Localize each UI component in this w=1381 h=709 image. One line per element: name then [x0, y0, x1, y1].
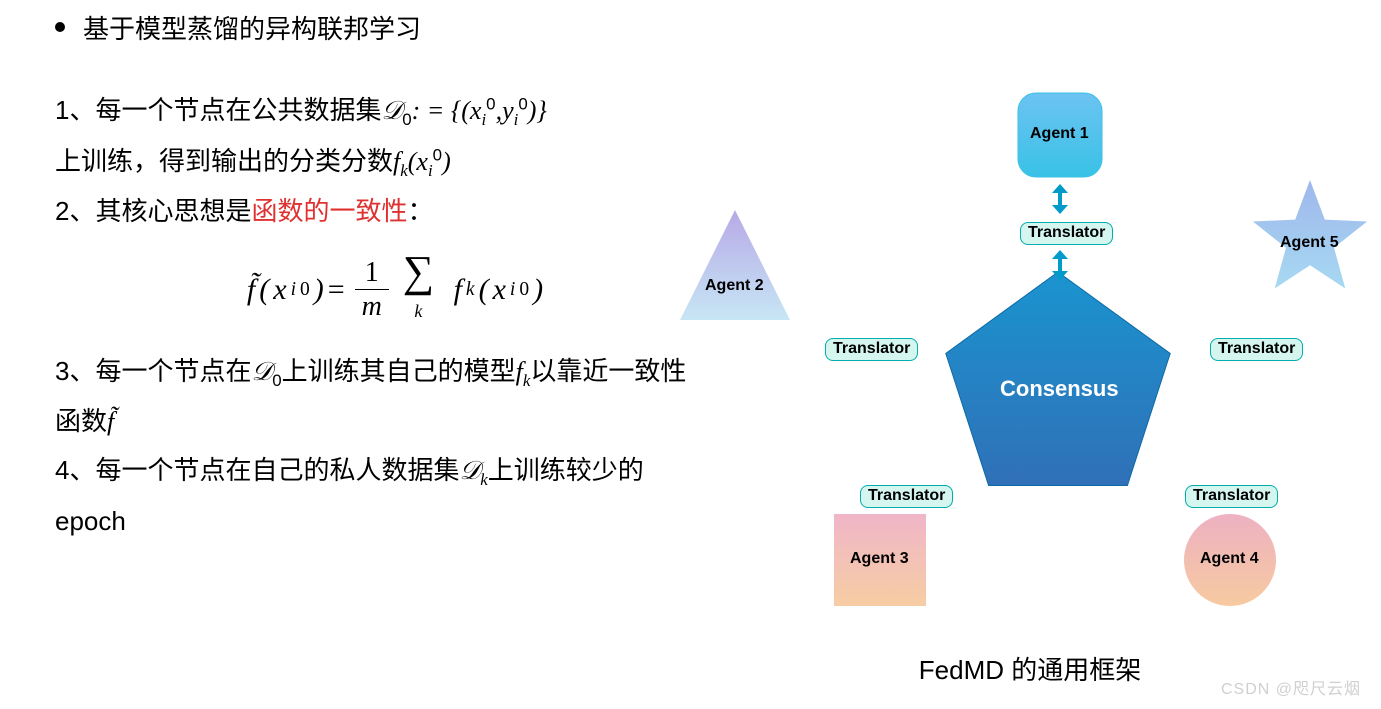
- sym-f2: f: [516, 357, 523, 386]
- sup-0: 0: [486, 95, 495, 114]
- step2-a: 其核心思想是: [95, 196, 251, 226]
- sup-0b: 0: [518, 95, 527, 114]
- sub-0: 0: [402, 111, 411, 130]
- frac-num: 1: [365, 258, 379, 287]
- step1-head: 1、: [55, 95, 95, 125]
- double-arrow-icon-1: [1051, 187, 1069, 211]
- step2-colon: ：: [408, 196, 434, 226]
- sub-i4: i: [291, 271, 296, 308]
- fedmd-diagram: Consensus Agent 1 Agent 2 Agent 3 Agent 4 Age…: [700, 70, 1360, 610]
- sup-0c: 0: [433, 145, 442, 164]
- bullet-row: 基于模型蒸馏的异构联邦学习: [55, 5, 695, 54]
- step4-head: 4、: [55, 455, 95, 485]
- double-arrow-icon-2: [1051, 253, 1069, 277]
- sym-fk: f: [454, 261, 462, 318]
- summation-icon: ∑ k: [403, 250, 434, 328]
- sub-k2: k: [466, 271, 475, 308]
- sym-x4: x: [493, 261, 506, 318]
- sub-k: k: [400, 161, 408, 180]
- sym-x2: x: [416, 147, 428, 176]
- lpar3: (: [479, 261, 489, 318]
- step1-c: 上训练，得到输出的分类分数: [55, 146, 393, 176]
- step2-highlight: 函数的一致性: [251, 196, 407, 226]
- agent-label-5: Agent 5: [1280, 234, 1339, 252]
- paragraph-steps2: 3、每一个节点在𝒟0上训练其自己的模型fk以靠近一致性函数f̃ 4、每一个节点在…: [55, 347, 695, 546]
- sym-D: 𝒟: [381, 96, 402, 125]
- watermark: CSDN @咫尺云烟: [1221, 675, 1361, 699]
- sym-y: y: [502, 96, 514, 125]
- sub-0b: 0: [272, 371, 281, 390]
- step2-head: 2、: [55, 196, 95, 226]
- step3-a: 每一个节点在: [95, 356, 251, 386]
- lpar2: (: [259, 261, 269, 318]
- eq: =: [328, 261, 345, 318]
- text-column: 基于模型蒸馏的异构联邦学习 1、每一个节点在公共数据集𝒟0: = {(xi0,y…: [55, 5, 695, 546]
- agent-shape-2: [677, 207, 793, 323]
- agent-label-1: Agent 1: [1030, 125, 1089, 143]
- agent-label-2: Agent 2: [705, 277, 764, 295]
- translator-box-3: Translator: [1210, 338, 1303, 361]
- agent-label-3: Agent 3: [850, 550, 909, 568]
- diagram-region: Consensus Agent 1 Agent 2 Agent 3 Agent 4 Age…: [700, 70, 1360, 690]
- f-tilde: f̃: [247, 261, 255, 318]
- agent-label-4: Agent 4: [1200, 550, 1259, 568]
- paragraph-steps: 1、每一个节点在公共数据集𝒟0: = {(xi0,yi0)} 上训练，得到输出的…: [55, 86, 695, 236]
- rpar: ): [442, 147, 451, 176]
- sym-x3: x: [273, 261, 286, 318]
- f-tilde2: f̃: [107, 407, 114, 436]
- frac-bar-icon: [355, 289, 389, 290]
- step3-head: 3、: [55, 356, 95, 386]
- fraction: 1 m: [355, 258, 389, 322]
- close: )}: [528, 96, 547, 125]
- rpar2: ): [314, 261, 324, 318]
- display-formula: f̃(xi0) = 1 m ∑ k fk(xi0): [135, 250, 655, 328]
- step3-b: 上训练其自己的模型: [282, 356, 516, 386]
- sum-under: k: [414, 294, 422, 328]
- sup-0d: 0: [300, 271, 310, 308]
- sup-0e: 0: [519, 271, 529, 308]
- assign: : = {(: [412, 96, 470, 125]
- translator-box-2: Translator: [825, 338, 918, 361]
- rpar3: ): [533, 261, 543, 318]
- frac-den: m: [362, 292, 382, 321]
- sym-x: x: [470, 96, 482, 125]
- sub-i5: i: [510, 271, 515, 308]
- bullet-dot-icon: [55, 22, 65, 32]
- consensus-label: Consensus: [1000, 376, 1119, 402]
- bullet-title: 基于模型蒸馏的异构联邦学习: [83, 5, 421, 54]
- translator-box-1: Translator: [1020, 222, 1113, 245]
- step4-a: 每一个节点在自己的私人数据集: [95, 455, 459, 485]
- step1-a: 每一个节点在公共数据集: [95, 95, 381, 125]
- translator-box-5: Translator: [1185, 485, 1278, 508]
- translator-box-4: Translator: [860, 485, 953, 508]
- sym-D3: 𝒟: [459, 456, 480, 485]
- sym-D2: 𝒟: [251, 357, 272, 386]
- sub-kD: k: [480, 470, 488, 489]
